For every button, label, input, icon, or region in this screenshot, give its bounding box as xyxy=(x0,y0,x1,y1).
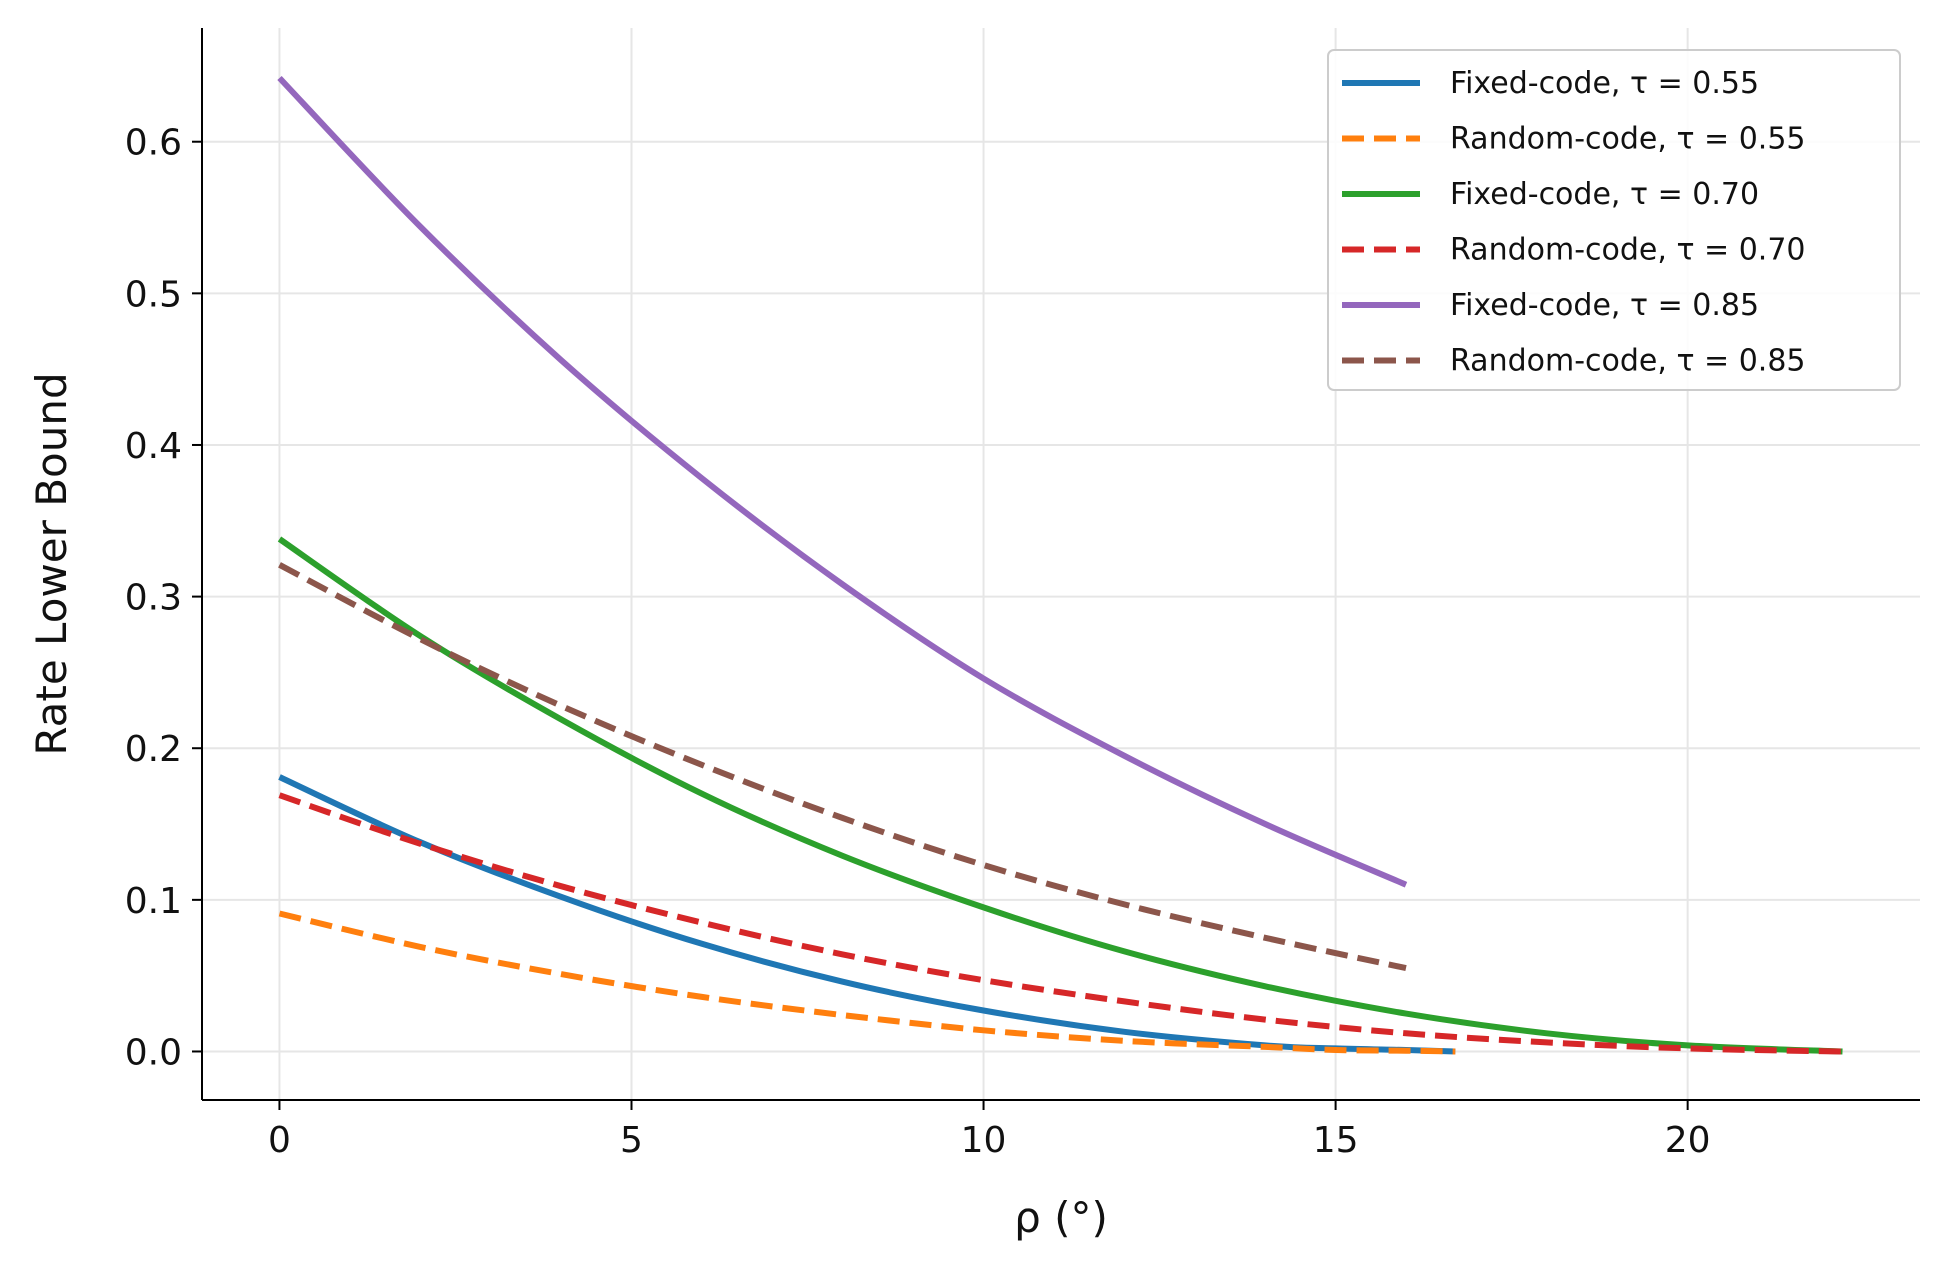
y-tick-label: 0.2 xyxy=(125,729,182,770)
legend-label-5: Random-code, τ = 0.85 xyxy=(1450,344,1806,379)
x-tick-label: 10 xyxy=(961,1120,1007,1161)
x-axis-label: ρ (°) xyxy=(1014,1193,1108,1242)
y-tick-label: 0.4 xyxy=(125,426,182,467)
series-line-2 xyxy=(277,536,1843,1055)
series-line-5 xyxy=(278,562,1407,972)
y-axis-label: Rate Lower Bound xyxy=(27,372,76,755)
series-line-3 xyxy=(278,792,1843,1055)
series-group xyxy=(277,75,1843,1055)
x-tick-label: 5 xyxy=(620,1120,643,1161)
legend-label-1: Random-code, τ = 0.55 xyxy=(1450,122,1806,157)
axes xyxy=(201,28,1920,1101)
series-line-4 xyxy=(277,75,1408,888)
y-tick-label: 0.1 xyxy=(125,881,182,922)
series-line-1 xyxy=(278,910,1456,1055)
x-tick-label: 0 xyxy=(268,1120,291,1161)
x-tick-label: 15 xyxy=(1313,1120,1359,1161)
legend-label-4: Fixed-code, τ = 0.85 xyxy=(1450,288,1759,323)
y-tick-label: 0.0 xyxy=(125,1032,182,1073)
ticks: 0 5 10 15 20 0.0 0.1 0.2 0.3 0.4 0.5 0.6 xyxy=(125,123,1711,1161)
y-tick-label: 0.3 xyxy=(125,578,182,619)
legend-label-0: Fixed-code, τ = 0.55 xyxy=(1450,66,1759,101)
legend-frame xyxy=(1327,49,1901,391)
x-tick-label: 20 xyxy=(1665,1120,1711,1161)
legend: Fixed-code, τ = 0.55 Random-code, τ = 0.5… xyxy=(1327,49,1901,391)
y-tick-label: 0.5 xyxy=(125,274,182,315)
y-tick-label: 0.6 xyxy=(125,123,182,164)
legend-label-3: Random-code, τ = 0.70 xyxy=(1450,233,1806,268)
legend-label-2: Fixed-code, τ = 0.70 xyxy=(1450,177,1759,212)
